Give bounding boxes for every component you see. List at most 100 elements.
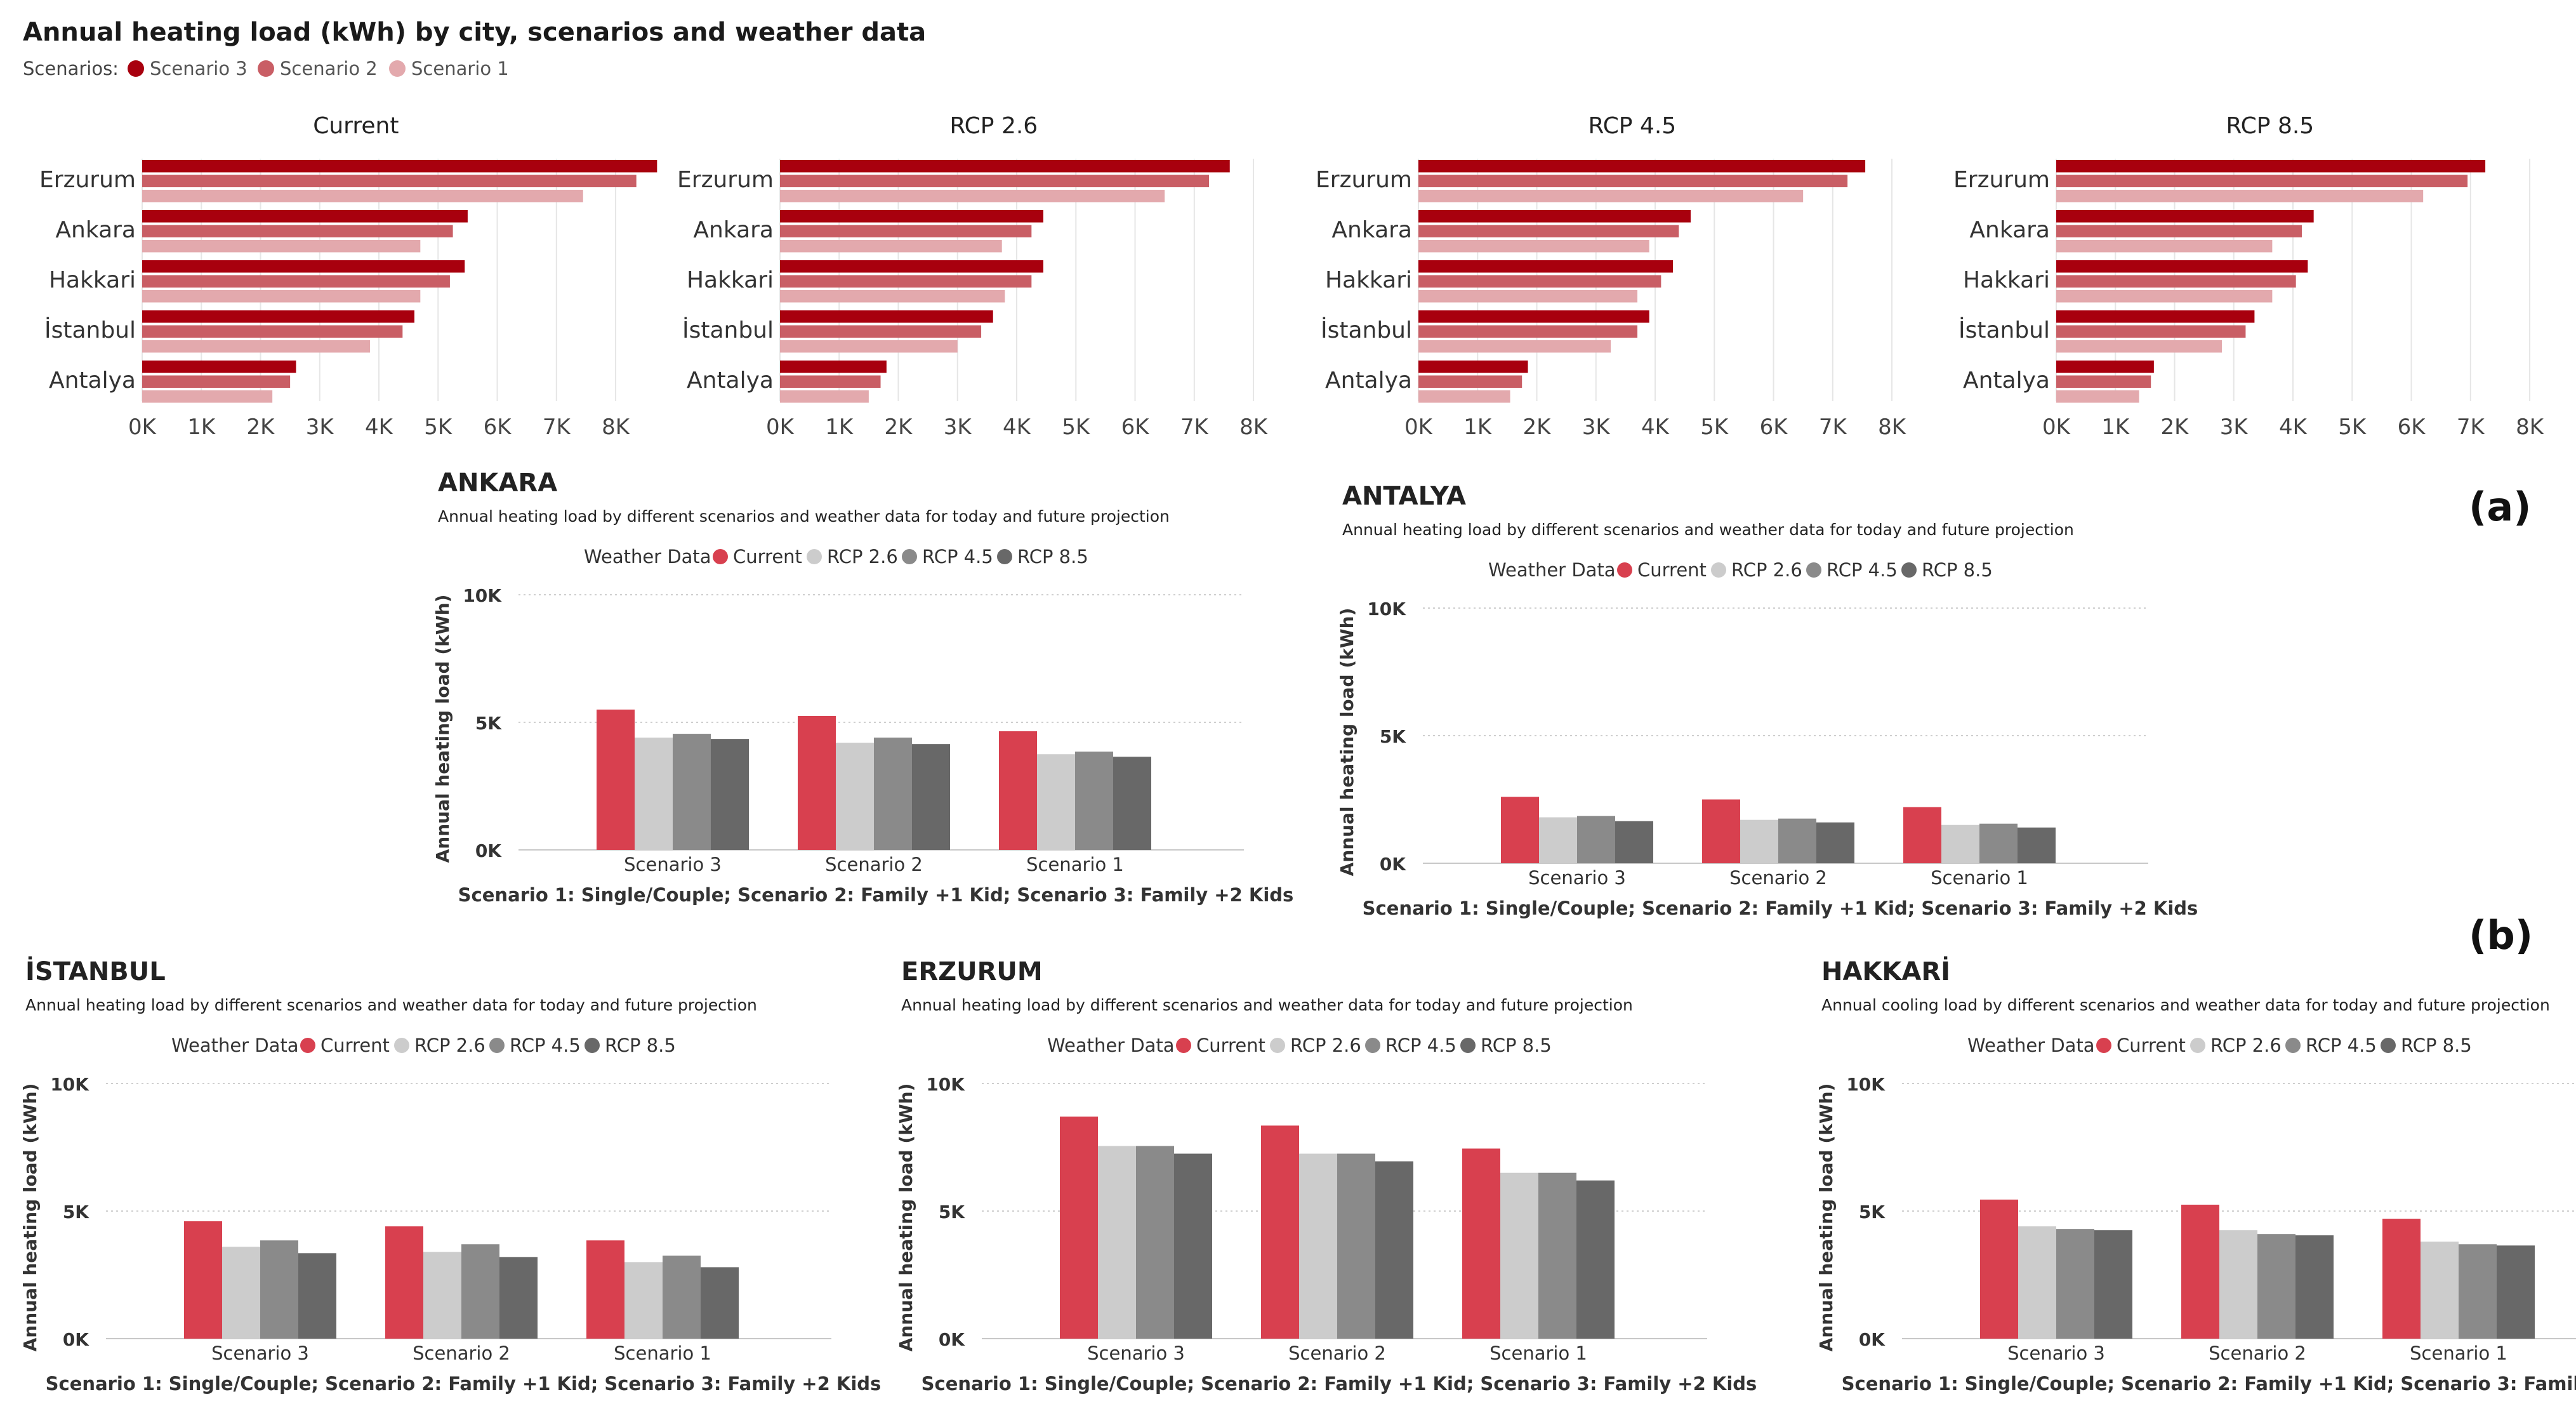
weather-legend-title: Weather Data — [1488, 559, 1616, 581]
legend-swatch-scenario-1 — [389, 60, 406, 77]
bar-antalya-scenario-1 — [2056, 390, 2139, 403]
x-tick-label-scenario-3: Scenario 3 — [624, 854, 722, 875]
y-tick-label: 0K — [63, 1329, 89, 1350]
bar-scenario-3-rcp-8-5 — [298, 1253, 336, 1339]
x-tick-label: 7K — [1180, 414, 1210, 440]
legend-label-rcp-4-5: RCP 4.5 — [922, 546, 993, 567]
legend-swatch-rcp-2-6 — [807, 549, 822, 564]
bar-hakkari-scenario-2 — [1418, 275, 1661, 288]
x-tick-label: 7K — [2457, 414, 2486, 440]
chart-title: RCP 8.5 — [2226, 113, 2314, 139]
bar-scenario-3-rcp-8-5 — [1615, 821, 1653, 863]
legend-label-rcp-4-5: RCP 4.5 — [2306, 1035, 2377, 1056]
bar-scenario-3-current — [597, 709, 635, 850]
bar-i-stanbul-scenario-3 — [1418, 310, 1649, 323]
bar-i-stanbul-scenario-2 — [1418, 325, 1638, 338]
x-tick-label: 6K — [484, 414, 513, 440]
y-tick-label: 5K — [63, 1202, 89, 1222]
y-tick-label-antalya: Antalya — [1963, 368, 2050, 394]
y-tick-label: 0K — [939, 1329, 965, 1350]
city-title: ANTALYA — [1342, 482, 1466, 511]
chart-subtitle: Annual heating load by different scenari… — [25, 996, 757, 1014]
x-tick-label: 6K — [1760, 414, 1789, 440]
bar-erzurum-scenario-1 — [2056, 190, 2424, 202]
x-tick-label: 8K — [1878, 414, 1907, 440]
legend-label-current: Current — [1637, 559, 1707, 581]
bar-erzurum-scenario-1 — [780, 190, 1165, 202]
weather-legend-title: Weather Data — [584, 546, 711, 567]
y-tick-label-erzurum: Erzurum — [1953, 167, 2050, 193]
legend-swatch-rcp-4-5 — [489, 1038, 505, 1053]
y-tick-label: 10K — [1367, 599, 1406, 619]
chart-title: RCP 2.6 — [949, 113, 1038, 139]
column-chart-erzurum: ERZURUM Annual heating load by different … — [895, 957, 1757, 1394]
x-tick-label: 6K — [2398, 414, 2427, 440]
legend-swatch-rcp-2-6 — [1711, 562, 1726, 578]
y-tick-label-hakkari: Hakkari — [1325, 267, 1412, 293]
y-tick-label: 5K — [1380, 726, 1406, 747]
y-tick-label: 10K — [1846, 1074, 1886, 1095]
bar-scenario-1-rcp-4-5 — [1538, 1172, 1576, 1339]
bar-hakkari-scenario-1 — [142, 290, 421, 303]
y-tick-label: 10K — [926, 1074, 965, 1095]
column-chart-hakkari: HAKKARİ Annual cooling load by different … — [1816, 956, 2576, 1394]
legend-label-rcp-8-5: RCP 8.5 — [1481, 1035, 1552, 1056]
bar-scenario-1-rcp-4-5 — [663, 1255, 701, 1339]
y-tick-label: 5K — [475, 713, 502, 734]
bar-hakkari-scenario-3 — [2056, 260, 2308, 273]
y-tick-label: 10K — [50, 1074, 89, 1095]
bar-scenario-2-current — [385, 1226, 423, 1339]
bar-ankara-scenario-1 — [142, 240, 421, 253]
bar-scenario-1-rcp-2-6 — [1500, 1172, 1538, 1339]
bar-antalya-scenario-2 — [1418, 375, 1522, 388]
bar-scenario-1-rcp-4-5 — [2459, 1244, 2497, 1339]
bar-erzurum-scenario-3 — [2056, 160, 2486, 173]
legend-swatch-current — [2096, 1038, 2111, 1053]
bar-scenario-3-rcp-2-6 — [1098, 1146, 1136, 1339]
legend-swatch-rcp-4-5 — [1806, 562, 1821, 578]
x-tick-label: 0K — [766, 414, 795, 440]
bar-hakkari-scenario-3 — [1418, 260, 1673, 273]
column-chart-ankara: ANKARA Annual heating load by different s… — [432, 468, 1293, 906]
y-tick-label-i-stanbul: İstanbul — [44, 317, 136, 343]
bar-scenario-3-rcp-8-5 — [711, 739, 749, 850]
x-tick-label-scenario-2: Scenario 2 — [825, 854, 923, 875]
legend-label-rcp-8-5: RCP 8.5 — [1017, 546, 1088, 567]
bar-antalya-scenario-3 — [1418, 361, 1528, 373]
legend-swatch-rcp-8-5 — [585, 1038, 600, 1053]
x-tick-label: 8K — [602, 414, 631, 440]
legend-label-scenario-3: Scenario 3 — [150, 58, 248, 79]
x-tick-label-scenario-1: Scenario 1 — [1026, 854, 1124, 875]
bar-ankara-scenario-3 — [780, 210, 1043, 223]
bar-scenario-2-rcp-4-5 — [2257, 1234, 2295, 1339]
chart-subtitle: Annual heating load by different scenari… — [438, 507, 1170, 526]
legend-label-rcp-2-6: RCP 2.6 — [1731, 559, 1802, 581]
bar-scenario-3-current — [184, 1221, 222, 1339]
legend-swatch-rcp-4-5 — [1365, 1038, 1380, 1053]
bar-ankara-scenario-3 — [142, 210, 468, 223]
x-tick-label: 3K — [306, 414, 335, 440]
y-axis-label: Annual heating load (kWh) — [1816, 1083, 1837, 1352]
y-tick-label-hakkari: Hakkari — [49, 267, 136, 293]
bar-scenario-3-rcp-8-5 — [2094, 1230, 2132, 1339]
bar-scenario-2-rcp-2-6 — [423, 1252, 461, 1339]
bar-scenario-2-current — [2181, 1204, 2219, 1339]
bar-scenario-3-rcp-4-5 — [260, 1240, 298, 1339]
bar-i-stanbul-scenario-3 — [2056, 310, 2255, 323]
bar-hakkari-scenario-1 — [2056, 290, 2273, 303]
hbar-chart-current: Current 0K 1K 2K 3K 4K 5K 6K 7K 8K Erzurum Ankara Ha… — [39, 113, 657, 440]
bar-ankara-scenario-2 — [780, 225, 1032, 237]
bar-hakkari-scenario-2 — [2056, 275, 2296, 288]
x-tick-label: 5K — [424, 414, 453, 440]
x-tick-label: 8K — [1239, 414, 1269, 440]
bar-scenario-2-rcp-4-5 — [1337, 1153, 1375, 1339]
bar-scenario-2-rcp-2-6 — [1299, 1153, 1337, 1339]
x-tick-label-scenario-2: Scenario 2 — [1729, 867, 1827, 889]
x-tick-label: 5K — [2338, 414, 2367, 440]
y-tick-label-i-stanbul: İstanbul — [1321, 317, 1412, 343]
x-tick-label: 0K — [2042, 414, 2071, 440]
bar-scenario-3-rcp-2-6 — [1539, 817, 1577, 863]
scenarios-legend: Scenario 3 Scenario 2 Scenario 1 — [128, 58, 509, 79]
bar-scenario-1-rcp-4-5 — [1979, 823, 2018, 863]
